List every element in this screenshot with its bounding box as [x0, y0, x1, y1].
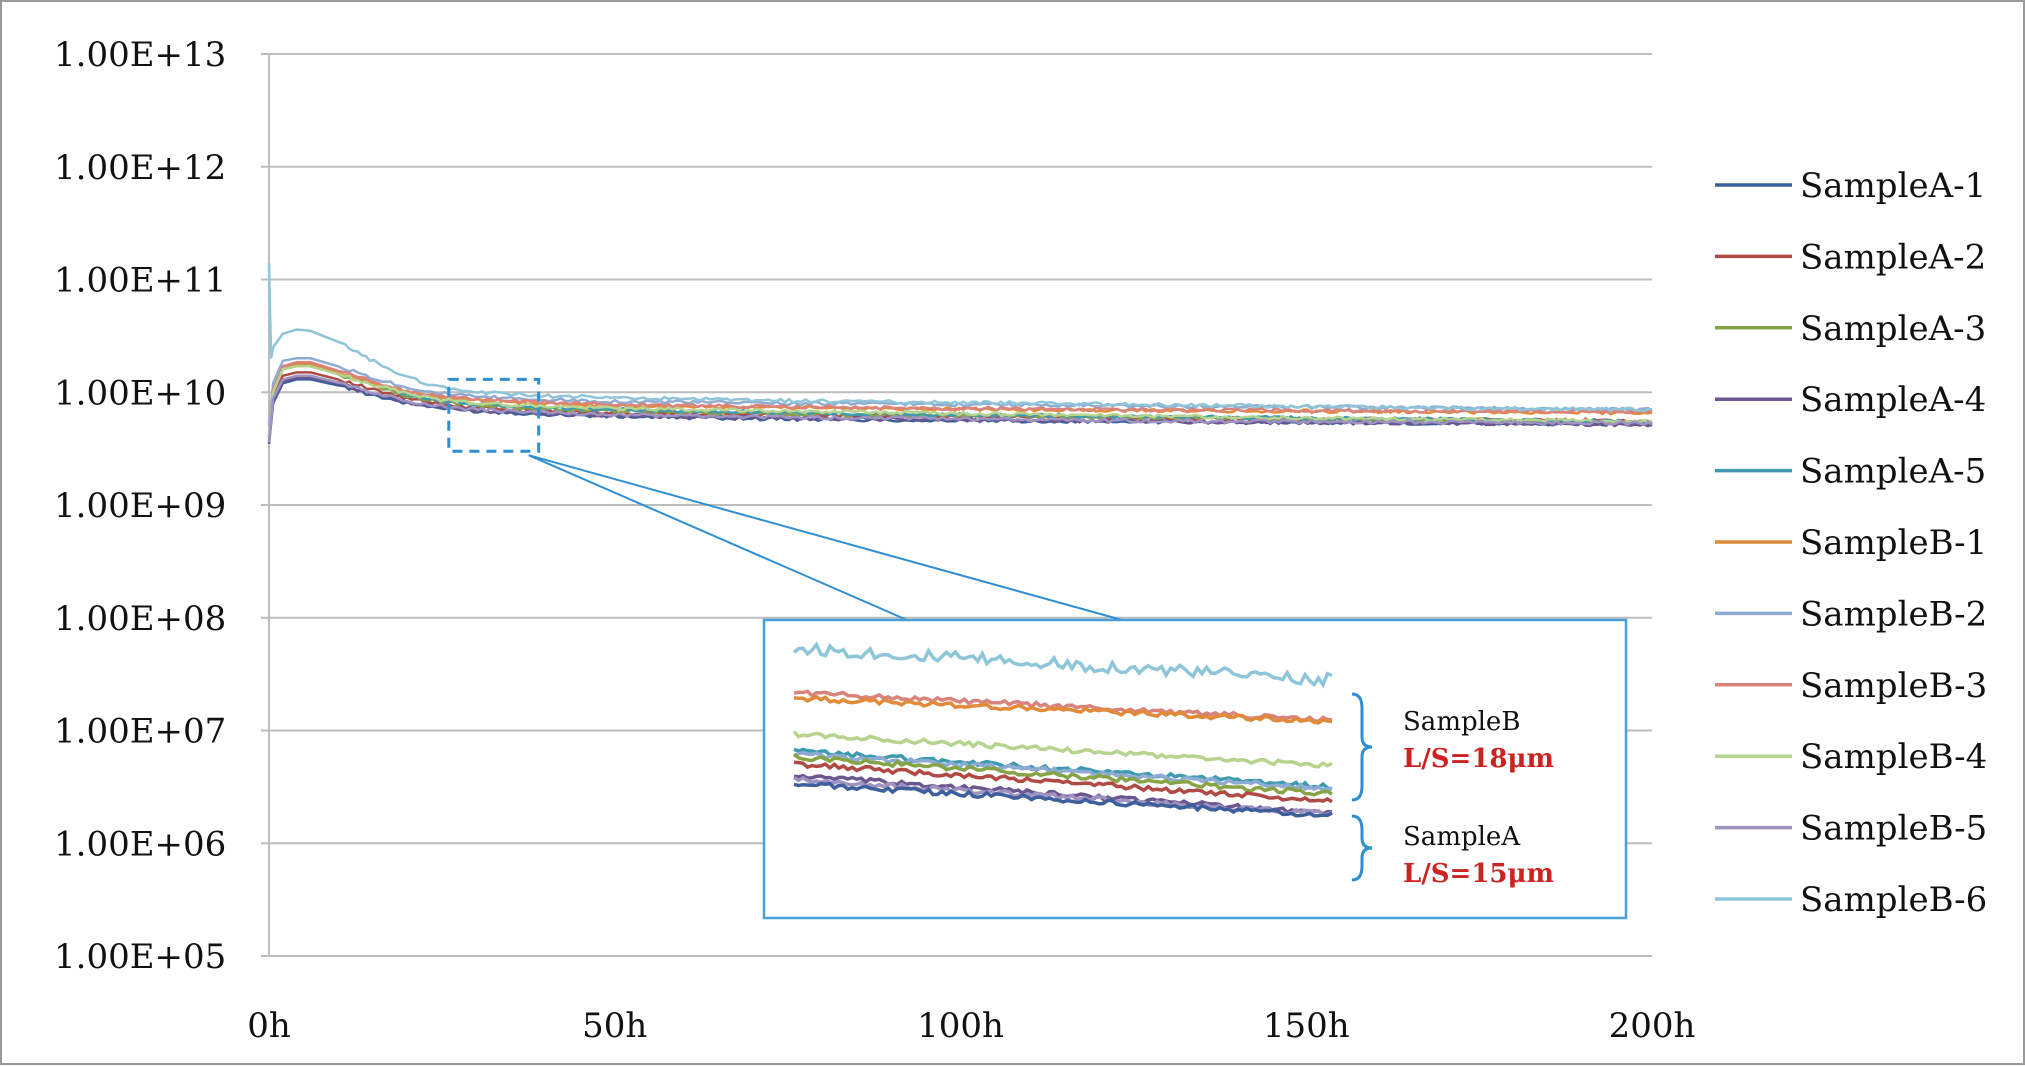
series-line-SampleB-3 — [267, 360, 1653, 438]
legend-label: SampleB-4 — [1800, 737, 1987, 777]
inset-line-SampleA-3 — [792, 753, 1333, 797]
series-line-SampleB-4 — [267, 365, 1653, 438]
inset-panel: SampleB L/S=18μm SampleA L/S=15μm — [762, 618, 1628, 920]
legend-label: SampleB-5 — [1800, 809, 1987, 849]
y-tick-label: 1.00E+11 — [54, 261, 226, 301]
series-lines — [267, 262, 1653, 444]
x-tick-label: 100h — [917, 1006, 1004, 1046]
x-tick-label: 200h — [1609, 1006, 1696, 1046]
zoom-indicator — [447, 377, 1123, 621]
inset-group-name: SampleB — [1403, 707, 1520, 737]
inset-line-SampleB-4 — [792, 730, 1333, 769]
x-tick-label: 50h — [582, 1006, 647, 1046]
axes: 1.00E+05 1.00E+06 1.00E+07 1.00E+08 1.00E+09… — [54, 35, 1695, 1046]
x-tick-label: 150h — [1263, 1006, 1350, 1046]
inset-group-detail: L/S=15μm — [1403, 859, 1554, 889]
series-line-SampleA-3 — [267, 365, 1653, 438]
inset-line-SampleB-5 — [793, 775, 1333, 817]
zoom-connector — [528, 454, 908, 621]
zoom-box — [447, 377, 541, 453]
series-line-SampleB-6 — [267, 262, 1653, 413]
group-brace-SampleB — [1351, 692, 1373, 802]
legend-label: SampleA-5 — [1800, 452, 1986, 492]
y-tick-label: 1.00E+07 — [54, 712, 226, 752]
inset-line-SampleA-1 — [793, 781, 1333, 818]
x-tick-label: 0h — [247, 1006, 291, 1046]
y-tick-label: 1.00E+12 — [54, 148, 226, 188]
y-tick-label: 1.00E+06 — [54, 824, 226, 864]
legend-label: SampleA-1 — [1800, 166, 1986, 206]
legend-label: SampleA-2 — [1800, 237, 1986, 277]
y-tick-label: 1.00E+09 — [54, 486, 226, 526]
y-tick-label: 1.00E+05 — [54, 937, 226, 977]
inset-line-SampleB-2 — [793, 751, 1333, 792]
legend-label: SampleB-1 — [1800, 523, 1987, 563]
legend-label: SampleB-2 — [1800, 594, 1987, 634]
inset-line-SampleB-1 — [793, 694, 1333, 725]
inset-group-detail: L/S=18μm — [1403, 744, 1554, 774]
series-line-SampleB-5 — [267, 374, 1653, 443]
inset-group-name: SampleA — [1403, 822, 1521, 852]
y-tick-label: 1.00E+13 — [54, 35, 226, 75]
series-line-SampleB-1 — [267, 363, 1653, 438]
legend-label: SampleA-4 — [1800, 380, 1986, 420]
legend-label: SampleA-3 — [1800, 309, 1986, 349]
legend-label: SampleB-6 — [1800, 880, 1987, 920]
inset-line-SampleA-2 — [793, 760, 1333, 804]
legend: SampleA-1 SampleA-2 SampleA-3 SampleA-4 Samp… — [1715, 166, 1987, 920]
legend-label: SampleB-3 — [1800, 666, 1987, 706]
y-tick-label: 1.00E+10 — [54, 373, 226, 413]
group-brace-SampleA — [1351, 814, 1373, 882]
zoom-connector — [528, 454, 1123, 621]
inset-line-SampleB-6 — [792, 641, 1333, 689]
y-tick-label: 1.00E+08 — [54, 599, 226, 639]
